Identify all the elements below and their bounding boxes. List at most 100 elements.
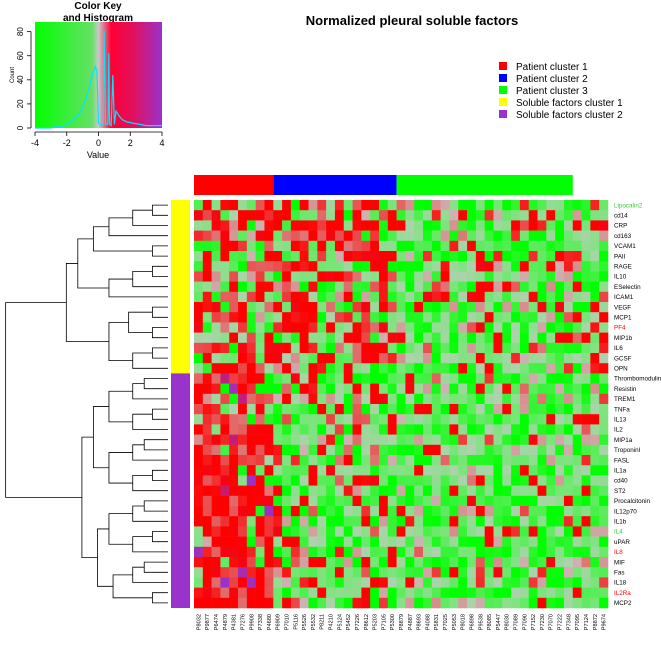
heatmap-cell xyxy=(599,434,609,446)
heatmap-cell xyxy=(202,404,212,415)
heatmap-cell xyxy=(308,465,318,476)
heatmap-cell xyxy=(572,251,582,262)
heatmap-cell xyxy=(405,485,415,497)
heatmap-cell xyxy=(528,322,538,333)
color-key-y-tick-label: 60 xyxy=(16,51,25,60)
heatmap-cell xyxy=(352,373,362,384)
heatmap-cell xyxy=(290,557,300,568)
dendrogram-branch xyxy=(152,265,168,277)
heatmap-cell xyxy=(343,506,353,517)
heatmap-cell xyxy=(423,271,433,282)
row-label: MCP2 xyxy=(614,600,632,607)
heatmap-cell xyxy=(352,251,362,262)
heatmap-cell xyxy=(563,444,574,456)
heatmap-cell xyxy=(449,414,459,425)
heatmap-cell xyxy=(599,312,609,323)
heatmap-cell xyxy=(211,444,221,456)
heatmap-cell xyxy=(229,230,239,242)
heatmap-cell xyxy=(308,312,318,323)
heatmap-cell xyxy=(317,434,327,446)
heatmap-cell xyxy=(343,577,353,588)
dendrogram-branch xyxy=(92,406,109,469)
heatmap-cell xyxy=(317,455,327,466)
heatmap-cell xyxy=(352,332,362,344)
heatmap-cell xyxy=(484,444,494,456)
heatmap-cell xyxy=(502,312,512,323)
heatmap-cell xyxy=(537,200,547,211)
heatmap-cell xyxy=(334,414,345,425)
heatmap-cell xyxy=(493,281,503,293)
heatmap-cell xyxy=(440,230,450,242)
heatmap-cell xyxy=(229,597,239,609)
heatmap-cell xyxy=(317,373,327,384)
heatmap-cell xyxy=(370,251,380,262)
heatmap-cell xyxy=(255,240,265,252)
heatmap-cell xyxy=(511,281,521,293)
heatmap-cell xyxy=(299,332,309,344)
heatmap-cell xyxy=(528,485,538,497)
column-label: P5124 xyxy=(337,614,343,630)
heatmap-cell xyxy=(581,546,591,558)
heatmap-cell xyxy=(581,240,591,252)
heatmap-cell xyxy=(555,434,565,446)
heatmap-cell xyxy=(511,597,521,609)
heatmap-cell xyxy=(581,455,591,466)
heatmap-cell xyxy=(387,414,397,425)
heatmap-cell xyxy=(440,516,450,527)
heatmap-cell xyxy=(563,495,574,507)
heatmap-cell xyxy=(440,271,450,282)
heatmap-cell xyxy=(537,516,547,527)
heatmap-cell xyxy=(308,557,318,568)
heatmap-cell xyxy=(220,444,230,456)
heatmap-cell xyxy=(458,373,468,384)
heatmap-cell xyxy=(449,353,459,364)
row-label: ESelectin xyxy=(614,284,641,291)
heatmap-cell xyxy=(537,281,547,293)
heatmap-cell xyxy=(590,506,600,517)
heatmap-cell xyxy=(581,506,591,517)
dendrogram-branch xyxy=(152,531,168,543)
heatmap-cell xyxy=(220,291,230,303)
heatmap-cell xyxy=(238,261,248,272)
heatmap-cell xyxy=(519,485,530,497)
heatmap-cell xyxy=(334,373,345,384)
heatmap-cell xyxy=(290,332,300,344)
heatmap-cell xyxy=(361,230,371,242)
heatmap-cell xyxy=(290,210,300,221)
heatmap-cell xyxy=(290,495,300,507)
heatmap-cell xyxy=(317,220,327,231)
heatmap-cell xyxy=(246,200,256,211)
heatmap-cell xyxy=(361,271,371,282)
heatmap-cell xyxy=(317,516,327,527)
heatmap-cell xyxy=(423,414,433,425)
heatmap-cell xyxy=(229,373,239,384)
heatmap-cell xyxy=(273,434,283,446)
heatmap-cell xyxy=(581,465,591,476)
heatmap-cell xyxy=(326,210,336,221)
heatmap-cell xyxy=(414,506,424,517)
heatmap-cell xyxy=(572,526,582,537)
row-label: IL10 xyxy=(614,274,627,281)
heatmap-cell xyxy=(555,220,565,231)
heatmap-cell xyxy=(502,516,512,527)
heatmap-cell xyxy=(581,393,591,405)
heatmap-cell xyxy=(334,455,345,466)
heatmap-cell xyxy=(238,475,248,486)
heatmap-cell xyxy=(431,597,441,609)
heatmap-cell xyxy=(572,240,582,252)
heatmap-cell xyxy=(361,475,371,486)
heatmap-cell xyxy=(475,342,485,354)
heatmap-cell xyxy=(246,444,256,456)
heatmap-cell xyxy=(528,597,538,609)
dendrogram-branch xyxy=(108,217,168,237)
heatmap-cell xyxy=(246,506,256,517)
heatmap-cell xyxy=(290,536,300,548)
heatmap-cell xyxy=(273,506,283,517)
row-label: VCAM1 xyxy=(614,243,636,250)
heatmap-cell xyxy=(405,383,415,395)
heatmap-cell xyxy=(211,312,221,323)
heatmap-cell xyxy=(581,251,591,262)
heatmap-cell xyxy=(264,363,274,374)
heatmap-cell xyxy=(546,424,556,435)
heatmap-cell xyxy=(502,557,512,568)
